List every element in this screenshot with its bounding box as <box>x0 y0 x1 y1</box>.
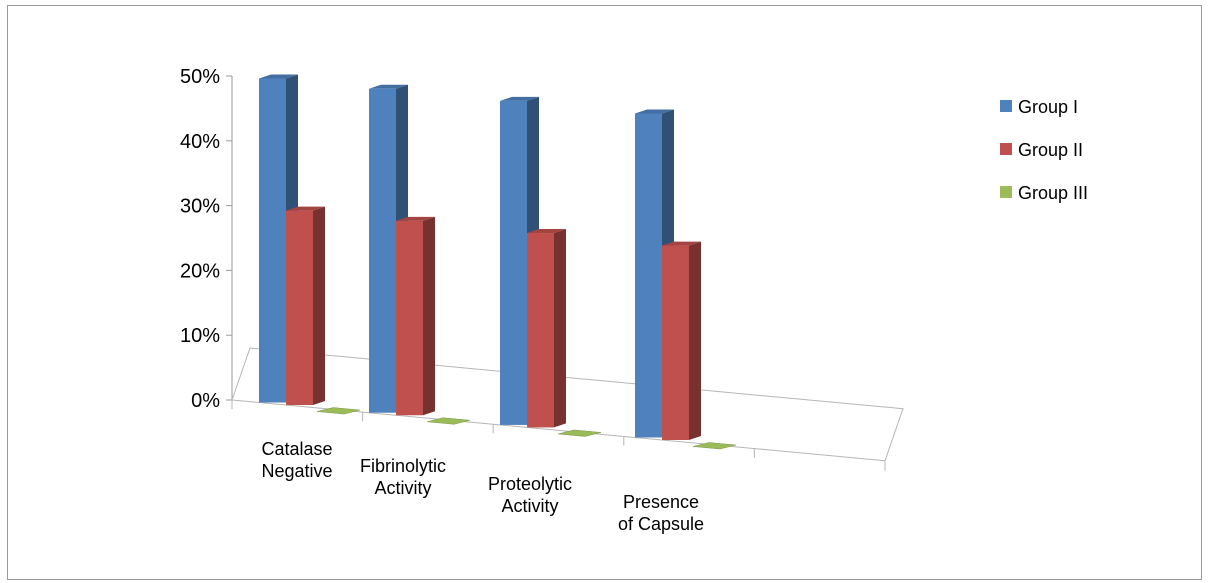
category-label: Fibrinolytic Activity <box>360 456 446 498</box>
bar-group-i-0 <box>259 78 286 403</box>
chart-axes <box>226 75 904 471</box>
category-labels: Catalase Negative Fibrinolytic Activity Prot… <box>261 439 704 534</box>
y-tick-label: 0% <box>191 390 220 412</box>
bar-group-iii-3 <box>692 442 737 450</box>
legend-swatch <box>1000 143 1012 155</box>
bar-group-ii-2 <box>527 233 554 428</box>
legend-swatch <box>1000 186 1012 198</box>
bar-group-ii-0 <box>286 210 313 406</box>
bar-group-ii-3 <box>662 245 689 440</box>
y-tick-label: 10% <box>180 325 220 347</box>
bar-side-group-ii-2 <box>554 229 566 428</box>
legend-swatch <box>1000 100 1012 112</box>
bar-group-i-1 <box>369 88 396 413</box>
bar-group-iii-0 <box>316 407 361 415</box>
chart-bars <box>259 74 737 450</box>
bar-group-i-2 <box>500 100 527 425</box>
bar-top-group-ii-1 <box>396 216 435 221</box>
bar-top-group-i-3 <box>635 109 674 114</box>
bar-side-group-ii-0 <box>313 206 325 406</box>
bar-top-group-i-1 <box>369 84 408 89</box>
category-label: Proteolytic Activity <box>488 474 572 516</box>
legend-label: Group III <box>1018 183 1088 203</box>
category-label: Presence of Capsule <box>618 492 704 534</box>
bar-top-group-i-0 <box>259 74 298 79</box>
bar-side-group-ii-3 <box>689 241 701 440</box>
y-tick-labels: 0% 10% 20% 30% 40% 50% <box>180 66 220 412</box>
category-label: Catalase Negative <box>261 439 332 481</box>
bar-group-i-3 <box>635 113 662 438</box>
legend-label: Group II <box>1018 140 1083 160</box>
floor-plane <box>231 347 904 462</box>
bar-side-group-ii-1 <box>423 216 435 416</box>
y-tick-label: 40% <box>180 131 220 153</box>
bar-group-iii-1 <box>426 417 471 425</box>
bar-group-ii-1 <box>396 220 423 416</box>
bar-group-iii-2 <box>557 429 602 437</box>
y-tick-label: 50% <box>180 66 220 88</box>
legend: Group I Group II Group III <box>1000 97 1088 203</box>
y-tick-label: 30% <box>180 196 220 218</box>
bar-top-group-ii-3 <box>662 241 701 246</box>
legend-label: Group I <box>1018 97 1078 117</box>
bar-top-group-i-2 <box>500 96 539 101</box>
y-tick-label: 20% <box>180 260 220 282</box>
bar-top-group-ii-0 <box>286 206 325 211</box>
bar-top-group-ii-2 <box>527 229 566 234</box>
